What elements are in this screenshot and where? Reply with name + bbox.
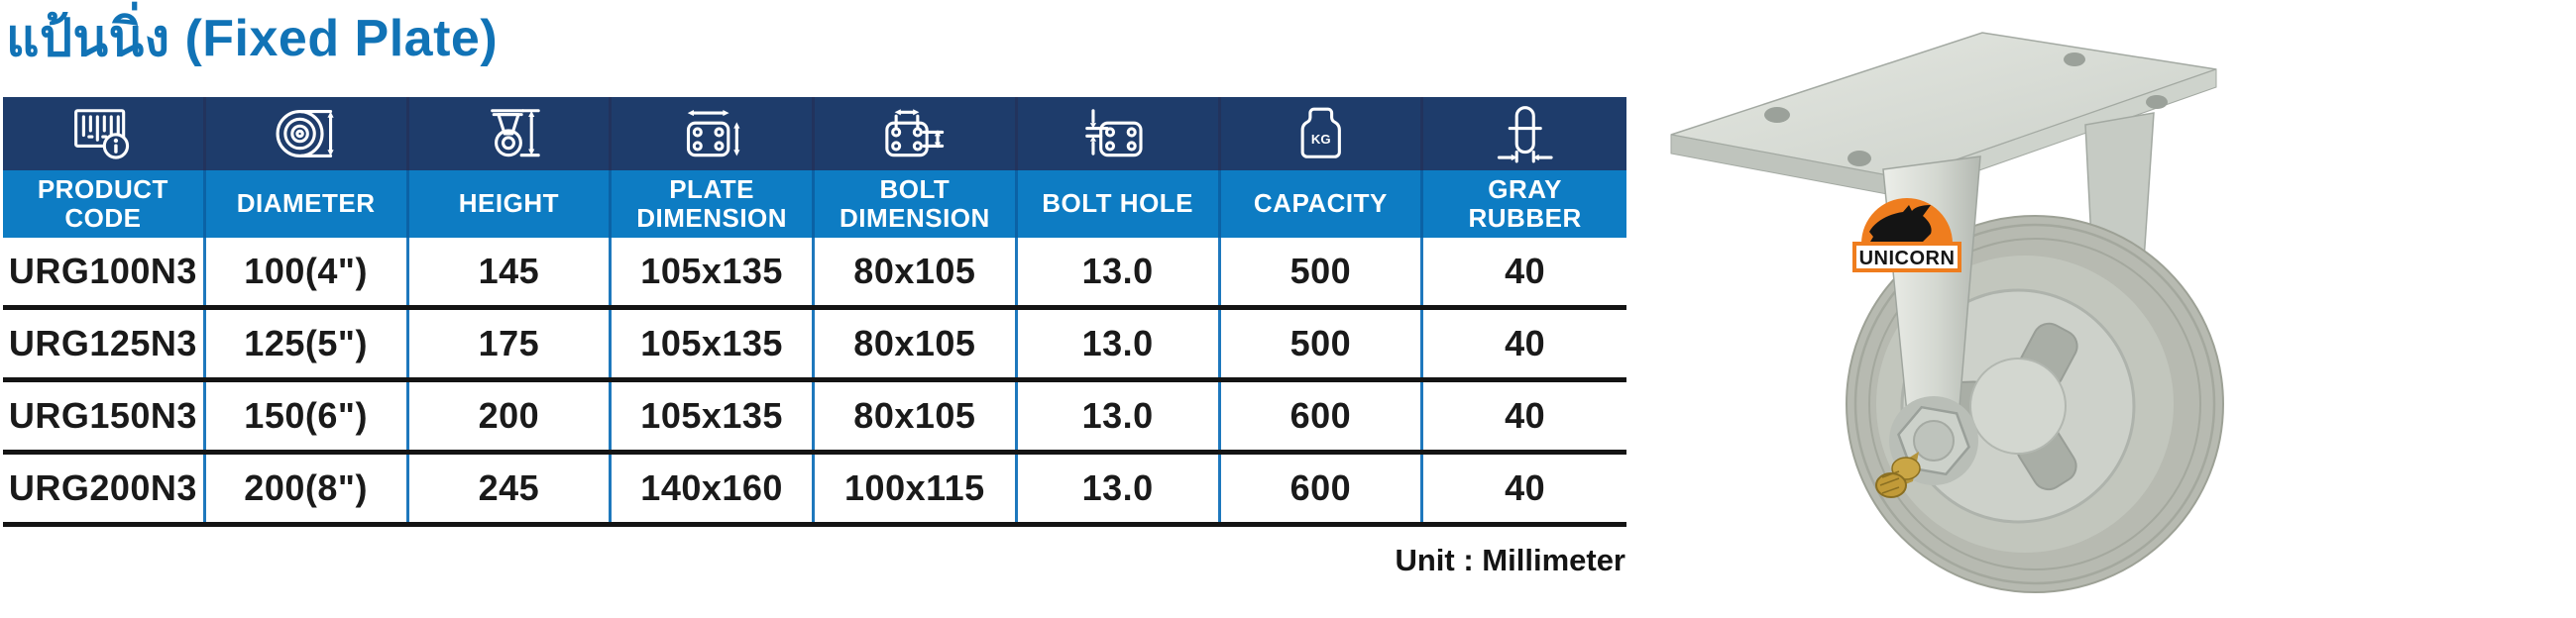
product-photo: UNICORN xyxy=(1653,8,2238,612)
header-icon-cell xyxy=(408,97,613,170)
column-header-label: BOLT HOLE xyxy=(1017,170,1221,238)
table-cell: 13.0 xyxy=(1017,238,1221,305)
table-cell: 600 xyxy=(1220,382,1424,450)
bolt-hole-icon xyxy=(1079,103,1157,164)
caster-illustration: UNICORN xyxy=(1670,32,2224,593)
label-header-row: PRODUCT CODE DIAMETER HEIGHT PLATE DIMENSIO… xyxy=(3,170,1626,238)
table-cell: 145 xyxy=(408,238,613,305)
table-cell: 150(6") xyxy=(205,382,409,450)
table-body: URG100N3 100(4") 145 105x135 80x105 13.0 500 40… xyxy=(3,238,1626,527)
table-cell: 80x105 xyxy=(815,310,1018,377)
column-header-label: DIAMETER xyxy=(205,170,409,238)
svg-text:KG: KG xyxy=(1311,132,1331,147)
plate-bolt-hole xyxy=(2064,52,2085,66)
table-cell: 500 xyxy=(1220,310,1424,377)
plate-bolt-hole xyxy=(1848,151,1871,166)
table-cell: 13.0 xyxy=(1017,455,1221,522)
header-icon-cell xyxy=(815,97,1018,170)
icon-header-row: KG xyxy=(3,97,1626,170)
table-cell: 80x105 xyxy=(815,382,1018,450)
column-header-label: CAPACITY xyxy=(1220,170,1424,238)
wheel-diameter-icon xyxy=(268,103,345,164)
table-cell: URG200N3 xyxy=(3,455,206,522)
table-cell: 13.0 xyxy=(1017,382,1221,450)
table-cell: 40 xyxy=(1423,382,1626,450)
page-title: แป้นนิ่ง (Fixed Plate) xyxy=(6,10,499,67)
plate-bolt-hole xyxy=(2146,95,2168,109)
column-header-label: BOLT DIMENSION xyxy=(815,170,1018,238)
brass-axle-bolt xyxy=(1875,452,1921,498)
capacity-kg-icon: KG xyxy=(1283,103,1360,164)
table-cell: 125(5") xyxy=(205,310,409,377)
unit-note: Unit : Millimeter xyxy=(1395,543,1625,577)
spec-table: KG PRODUCT CODE DIAMETER HEIGHT PLATE DIMEN… xyxy=(3,97,1626,527)
table-cell: 600 xyxy=(1220,455,1424,522)
table-cell: 40 xyxy=(1423,238,1626,305)
table-cell: 13.0 xyxy=(1017,310,1221,377)
plate-bolt-hole xyxy=(1764,107,1790,123)
table-cell: 80x105 xyxy=(815,238,1018,305)
table-cell: 100x115 xyxy=(815,455,1018,522)
table-cell: 245 xyxy=(408,455,613,522)
caster-height-icon xyxy=(471,103,548,164)
header-icon-cell xyxy=(205,97,409,170)
table-cell: 200 xyxy=(408,382,613,450)
header-icon-cell xyxy=(3,97,206,170)
table-cell: 175 xyxy=(408,310,613,377)
header-icon-cell xyxy=(1423,97,1626,170)
table-cell: URG150N3 xyxy=(3,382,206,450)
column-header-label: PRODUCT CODE xyxy=(3,170,206,238)
table-cell: 105x135 xyxy=(612,238,815,305)
header-icon-cell: KG xyxy=(1220,97,1424,170)
table-cell: URG100N3 xyxy=(3,238,206,305)
unicorn-head-silhouette xyxy=(1867,205,1932,244)
unicorn-logo: UNICORN xyxy=(1852,198,1961,272)
table-cell: 40 xyxy=(1423,455,1626,522)
bolt-dimension-icon xyxy=(876,103,953,164)
table-cell: 105x135 xyxy=(612,310,815,377)
table-cell: 100(4") xyxy=(205,238,409,305)
table-cell: 500 xyxy=(1220,238,1424,305)
header-icon-cell xyxy=(1017,97,1221,170)
caster-top-plate xyxy=(1670,32,2217,198)
brand-name: UNICORN xyxy=(1859,248,1956,269)
wheel-width-icon xyxy=(1487,103,1564,164)
table-cell: 105x135 xyxy=(612,382,815,450)
header-icon-cell xyxy=(612,97,815,170)
table-cell: URG125N3 xyxy=(3,310,206,377)
table-cell: 140x160 xyxy=(612,455,815,522)
plate-dimension-icon xyxy=(673,103,750,164)
column-header-label: GRAY RUBBER xyxy=(1423,170,1626,238)
column-header-label: HEIGHT xyxy=(408,170,613,238)
table-cell: 200(8") xyxy=(205,455,409,522)
table-row: URG150N3 150(6") 200 105x135 80x105 13.0 600 40 xyxy=(3,382,1626,455)
table-row: URG200N3 200(8") 245 140x160 100x115 13.0 600 4… xyxy=(3,455,1626,527)
table-cell: 40 xyxy=(1423,310,1626,377)
axle-assembly xyxy=(1875,396,1978,498)
table-row: URG125N3 125(5") 175 105x135 80x105 13.0 500 40 xyxy=(3,310,1626,382)
table-row: URG100N3 100(4") 145 105x135 80x105 13.0 500 40 xyxy=(3,238,1626,310)
column-header-label: PLATE DIMENSION xyxy=(612,170,815,238)
barcode-info-icon xyxy=(64,103,142,164)
